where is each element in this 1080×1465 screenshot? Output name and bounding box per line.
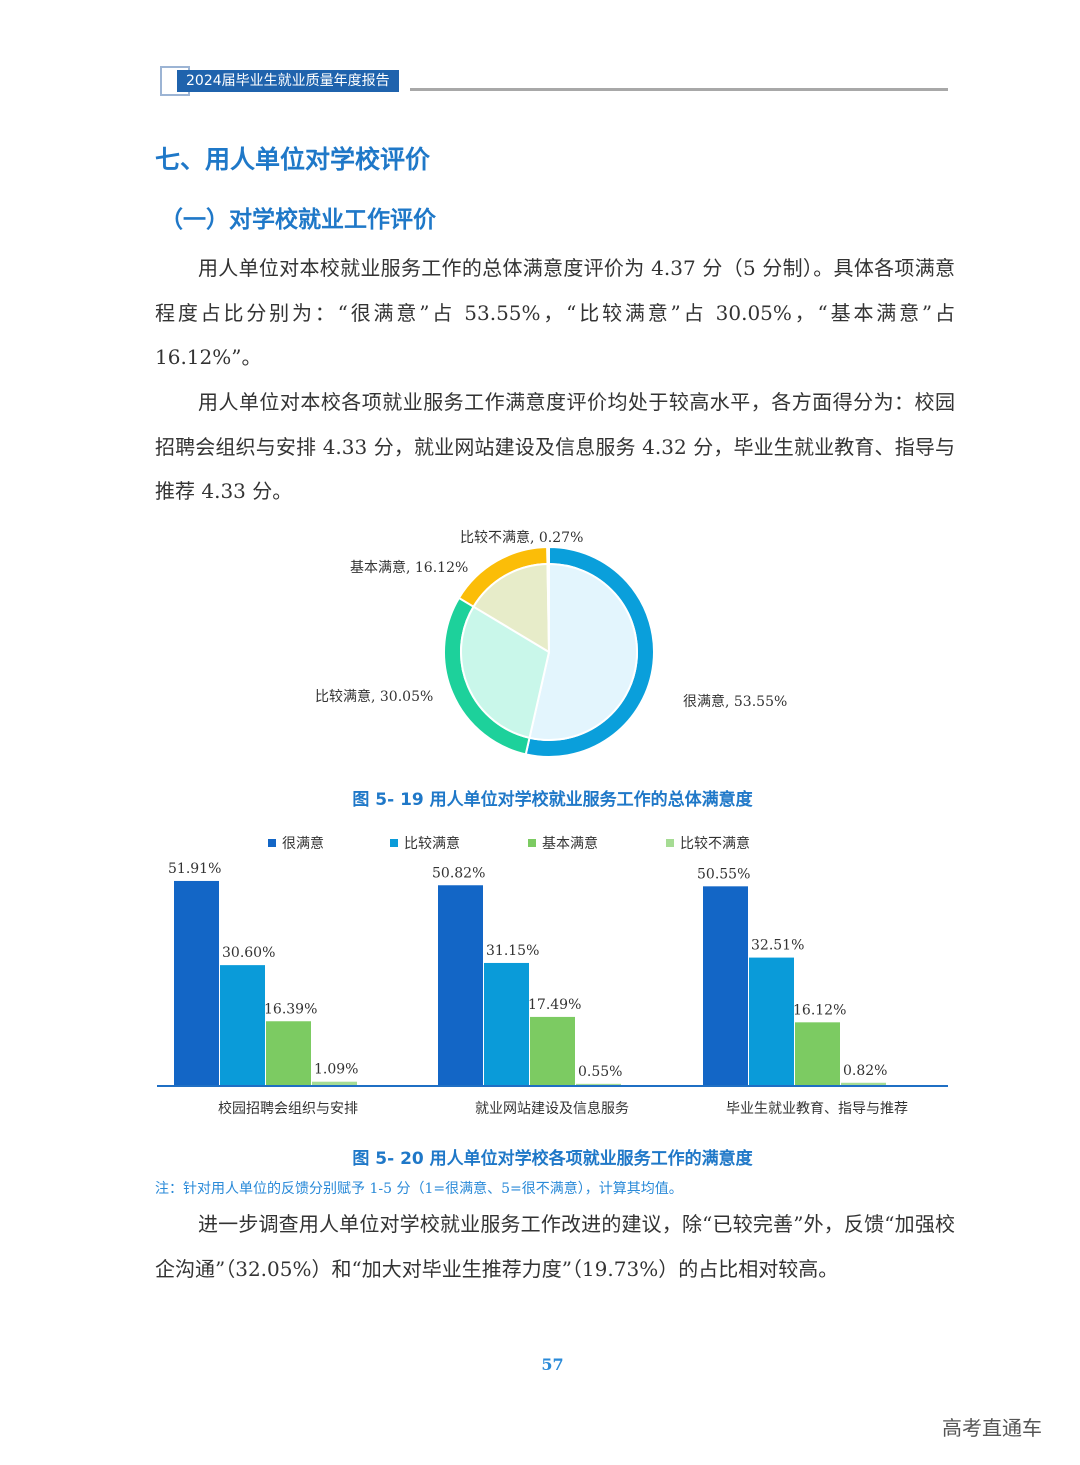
- pie-label-2: 基本满意, 16.12%: [350, 559, 468, 576]
- pie-label-1: 比较满意, 30.05%: [315, 688, 433, 705]
- bar-value-label: 0.82%: [843, 1063, 887, 1079]
- legend-swatch: [268, 839, 276, 847]
- bar: [841, 1082, 886, 1086]
- bar: [795, 1022, 840, 1086]
- watermark: 高考直通车: [942, 1416, 1042, 1440]
- legend-label: 很满意: [282, 835, 324, 852]
- legend-swatch: [528, 839, 536, 847]
- bar-value-label: 51.91%: [168, 861, 221, 877]
- pie-slice-inner: [472, 562, 551, 654]
- bar-value-label: 16.39%: [264, 1001, 317, 1017]
- bar: [749, 957, 794, 1086]
- pie-slice-inner: [546, 562, 550, 653]
- bar-value-label: 30.60%: [222, 945, 275, 961]
- legend-swatch: [390, 839, 398, 847]
- category-label-2: 毕业生就业教育、指导与推荐: [726, 1101, 908, 1117]
- figure-19-caption: 图 5- 19 用人单位对学校就业服务工作的总体满意度: [352, 790, 753, 810]
- paragraph-suggestions: 进一步调查用人单位对学校就业服务工作改进的建议，除“已较完善”外，反馈“加强校企…: [155, 1212, 955, 1281]
- bar: [576, 1083, 621, 1086]
- bar: [703, 886, 748, 1086]
- subsection-title: （一）对学校就业工作评价: [160, 207, 436, 233]
- bar-value-label: 50.55%: [697, 866, 750, 882]
- legend-label: 比较满意: [404, 835, 460, 852]
- bar: [174, 880, 219, 1086]
- page-number: 57: [541, 1355, 564, 1374]
- bar-chart: 很满意 比较满意 基本满意 比较不满意 51.91% 30.60% 16.39% 1.09%…: [157, 835, 948, 1117]
- report-header-title: 2024届毕业生就业质量年度报告: [177, 70, 399, 92]
- bar: [484, 962, 529, 1086]
- header-rule: [410, 88, 948, 91]
- legend-label: 比较不满意: [680, 835, 750, 852]
- bar-value-label: 50.82%: [432, 865, 485, 881]
- bar: [220, 965, 265, 1086]
- bar: [438, 885, 483, 1086]
- bar-value-label: 32.51%: [751, 938, 804, 954]
- paragraph-items: 用人单位对本校各项就业服务工作满意度评价均处于较高水平，各方面得分为：校园招聘会…: [155, 390, 955, 503]
- category-label-1: 就业网站建设及信息服务: [475, 1100, 629, 1117]
- bar-value-label: 17.49%: [528, 997, 581, 1013]
- legend-label: 基本满意: [542, 835, 598, 852]
- category-label-0: 校园招聘会组织与安排: [218, 1100, 358, 1117]
- bar: [266, 1021, 311, 1086]
- bar: [530, 1016, 575, 1086]
- figure-20-note: 注：针对用人单位的反馈分别赋予 1-5 分（1=很满意、5=很不满意），计算其均…: [155, 1181, 683, 1197]
- paragraph-overall: 用人单位对本校就业服务工作的总体满意度评价为 4.37 分（5 分制）。具体各项…: [155, 256, 955, 369]
- bar-value-label: 1.09%: [314, 1062, 358, 1078]
- pie-chart: 比较不满意, 0.27% 基本满意, 16.12% 比较满意, 30.05% 很…: [315, 529, 787, 758]
- pie-label-3: 比较不满意, 0.27%: [460, 529, 583, 546]
- section-title: 七、用人单位对学校评价: [155, 145, 431, 174]
- bar-value-label: 16.12%: [793, 1002, 846, 1018]
- pie-slice-outer: [546, 545, 550, 566]
- legend-swatch: [666, 839, 674, 847]
- figure-20-caption: 图 5- 20 用人单位对学校各项就业服务工作的满意度: [352, 1149, 753, 1169]
- bar: [312, 1081, 357, 1086]
- bar-value-label: 0.55%: [578, 1064, 622, 1080]
- pie-slice-inner: [528, 562, 638, 741]
- pie-label-0: 很满意, 53.55%: [683, 693, 787, 710]
- bar-value-label: 31.15%: [486, 943, 539, 959]
